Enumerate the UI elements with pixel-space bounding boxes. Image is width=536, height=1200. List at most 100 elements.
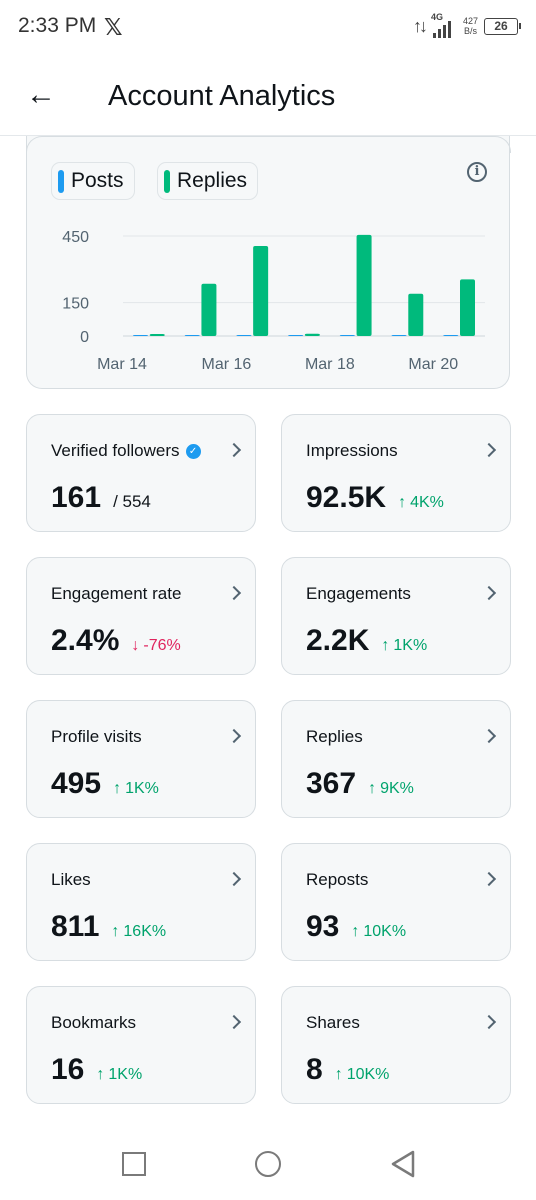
system-nav-bar [0,1130,536,1200]
arrow-up-icon: ↑ [334,1066,343,1083]
stat-label: Bookmarks [51,1013,136,1033]
bar-posts-mar-16[interactable] [236,335,252,336]
chart-card: 450 150 0 Mar 14 Mar 16 Mar 18 Mar 20 Posts Re… [25,136,511,389]
stat-label: Impressions [306,441,398,461]
signal-icon: 4G [431,12,457,38]
stat-card-reposts[interactable]: Reposts 93 ↑ 10K% [281,843,511,961]
bar-posts-mar-17[interactable] [288,335,304,336]
stat-card-bookmarks[interactable]: Bookmarks 16 ↑ 1K% [26,986,256,1104]
data-transfer-icon: ↑↓ [412,15,428,36]
stat-label-text: Bookmarks [51,1013,137,1032]
battery-level: 26 [494,18,508,33]
stat-value-row: 161 / 554 [51,481,151,515]
stat-delta: ↑ 1K% [113,780,159,798]
bar-posts-mar-19[interactable] [391,335,407,336]
stat-label: Shares [306,1013,360,1033]
stat-value-row: 2.4% ↓ -76% [51,624,181,658]
back-button[interactable]: ← [26,80,60,114]
bar-chart: 450 150 0 Mar 14 Mar 16 Mar 18 Mar 20 [62,229,485,373]
legend-chip-replies[interactable]: Replies [157,162,259,200]
bar-replies-mar-18[interactable] [356,234,372,336]
stat-delta-value: 1K% [125,780,159,797]
stat-card-engagement-rate[interactable]: Engagement rate 2.4% ↓ -76% [26,557,256,675]
stat-value: 495 [51,767,102,800]
arrow-up-icon: ↑ [368,780,377,797]
bar-posts-mar-14[interactable] [133,335,148,336]
stat-value-row: 92.5K ↑ 4K% [306,481,444,515]
status-indicators: ↑↓ 4G 427 B/s 26 [412,12,521,38]
stat-value: 2.4% [51,624,120,657]
stat-label-text: Engagements [306,584,411,603]
chevron-right-icon [481,1014,497,1030]
x-tick-label: Mar 16 [202,356,252,373]
battery-icon: 26 [484,17,521,35]
stat-card-engagements[interactable]: Engagements 2.2K ↑ 1K% [281,557,511,675]
header: ← Account Analytics [0,56,536,136]
chevron-right-icon [481,728,497,744]
stat-sub-value: / 554 [113,492,151,511]
stat-label-text: Verified followers [51,441,180,460]
bar-replies-mar-20[interactable] [460,279,475,336]
stat-label: Engagement rate [51,584,181,604]
legend-label-posts: Posts [71,169,124,192]
stat-label: Likes [51,870,91,890]
net-speed-unit: B/s [463,26,477,36]
x-tick-label: Mar 14 [97,356,147,373]
stat-label-text: Likes [51,870,91,889]
arrow-up-icon: ↑ [381,637,390,654]
chevron-right-icon [481,585,497,601]
stat-card-verified-followers[interactable]: Verified followers ✓ 161 / 554 [26,414,256,532]
arrow-up-icon: ↑ [111,923,120,940]
bar-replies-mar-16[interactable] [253,246,269,336]
arrow-up-icon: ↑ [113,780,122,797]
stat-label: Verified followers ✓ [51,441,201,461]
triangle-back-icon[interactable] [390,1150,416,1178]
x-tick-label: Mar 20 [408,356,458,373]
verified-badge-icon: ✓ [185,443,201,459]
stat-value-row: 93 ↑ 10K% [306,910,406,944]
stat-label: Profile visits [51,727,142,747]
bar-posts-mar-15[interactable] [184,335,200,336]
stat-label-text: Profile visits [51,727,142,746]
stat-value-row: 2.2K ↑ 1K% [306,624,427,658]
y-tick-label: 150 [62,296,89,313]
stat-delta: ↑ 1K% [96,1066,142,1084]
stat-label-text: Reposts [306,870,369,889]
bar-posts-mar-18[interactable] [339,335,355,336]
stat-value: 16 [51,1053,85,1086]
arrow-up-icon: ↑ [351,923,360,940]
stat-card-replies[interactable]: Replies 367 ↑ 9K% [281,700,511,818]
y-tick-label: 450 [62,229,89,246]
bar-replies-mar-15[interactable] [201,283,217,336]
chevron-right-icon [226,728,242,744]
square-icon[interactable] [122,1152,146,1176]
stat-card-likes[interactable]: Likes 811 ↑ 16K% [26,843,256,961]
bar-posts-mar-20[interactable] [443,335,459,336]
stat-value-row: 367 ↑ 9K% [306,767,414,801]
bar-replies-mar-14[interactable] [149,334,165,336]
stat-label-text: Engagement rate [51,584,182,603]
x-tick-label: Mar 18 [305,356,355,373]
stat-delta-value: 10K% [346,1066,390,1083]
stat-delta: ↑ 1K% [381,637,427,655]
stat-delta-value: 1K% [393,637,428,654]
stat-card-impressions[interactable]: Impressions 92.5K ↑ 4K% [281,414,511,532]
stat-value-row: 811 ↑ 16K% [51,910,166,944]
bar-replies-mar-17[interactable] [304,333,320,336]
bar-replies-mar-19[interactable] [408,293,424,336]
info-icon[interactable]: i [467,162,487,182]
status-time: 2:33 PM [18,14,97,37]
stat-delta-value: -76% [143,637,181,654]
stat-card-profile-visits[interactable]: Profile visits 495 ↑ 1K% [26,700,256,818]
stat-value-row: 16 ↑ 1K% [51,1053,142,1087]
stat-card-shares[interactable]: Shares 8 ↑ 10K% [281,986,511,1104]
stat-label-text: Replies [306,727,363,746]
circle-icon[interactable] [255,1151,281,1177]
stat-value: 8 [306,1053,323,1086]
chevron-right-icon [481,871,497,887]
stat-label-text: Impressions [306,441,398,460]
legend-chip-posts[interactable]: Posts [51,162,135,200]
net-speed-value: 427 [462,16,478,26]
x-logo-icon: 𝕏 [104,14,123,40]
net-speed: 427 B/s [463,16,478,36]
